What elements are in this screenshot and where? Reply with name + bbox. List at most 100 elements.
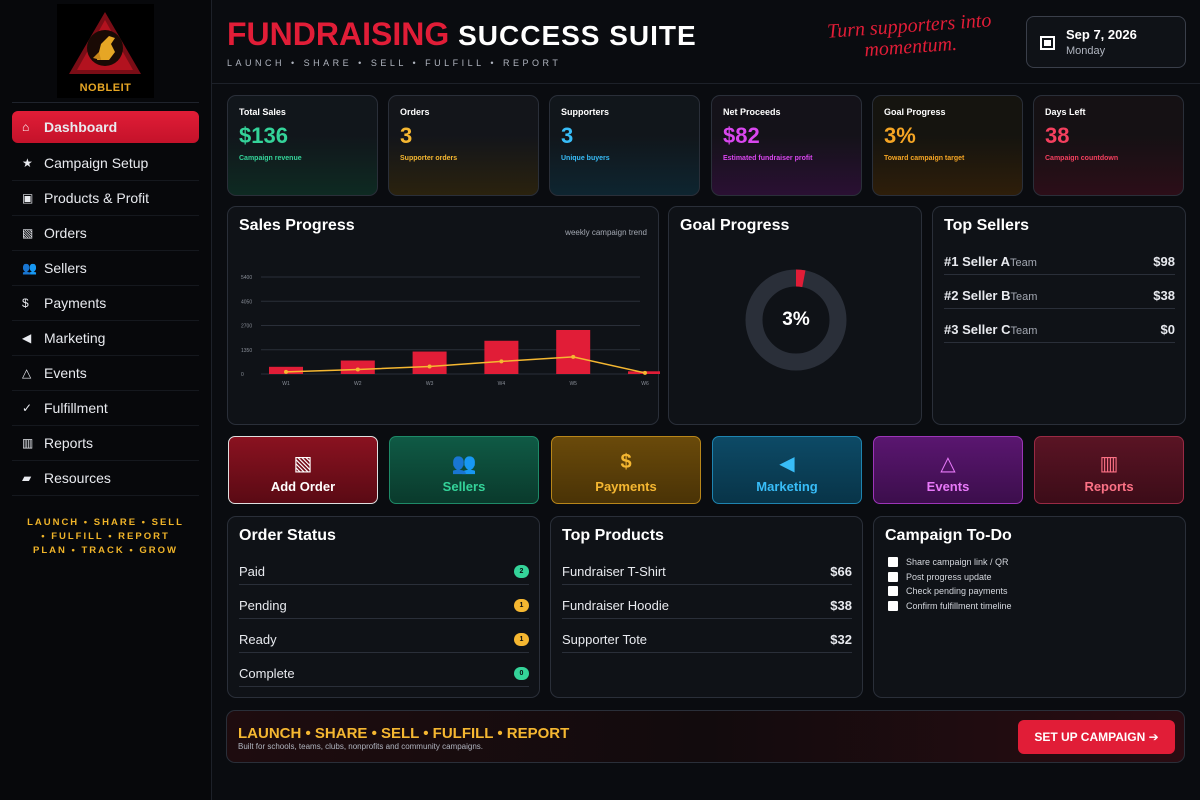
todo-item[interactable]: Share campaign link / QR [888, 557, 1009, 567]
sidebar-item-reports[interactable]: ▥ Reports [12, 426, 199, 461]
star-icon: ★ [22, 156, 33, 170]
status-row[interactable]: Pending 1 [239, 593, 529, 619]
todo-checkbox[interactable] [888, 586, 898, 596]
panel-title: Top Sellers [944, 217, 1030, 234]
brand-logo[interactable]: NOBLEIT [57, 4, 154, 98]
seller-team: Team [1010, 325, 1038, 337]
status-label: Paid [239, 564, 266, 579]
seller-row[interactable]: #2 Seller BTeam $38 [944, 283, 1175, 309]
marketing-button[interactable]: ◀ Marketing [712, 436, 862, 504]
goal-progress-panel: Goal Progress 3% [668, 206, 922, 425]
sidebar-item-fulfillment[interactable]: ✓ Fulfillment [12, 391, 199, 426]
people-icon: 👥 [451, 453, 477, 475]
status-row[interactable]: Complete 0 [239, 661, 529, 687]
page-subtitle: LAUNCH • SHARE • SELL • FULFILL • REPORT [227, 58, 562, 68]
stat-caption: Campaign revenue [239, 155, 302, 162]
sidebar-item-resources[interactable]: ▰ Resources [12, 461, 199, 496]
status-count-badge: 1 [514, 633, 529, 646]
status-count-badge: 1 [514, 599, 529, 612]
sidebar-item-label: Marketing [44, 330, 106, 346]
trend-point [427, 364, 432, 369]
triangle-icon: △ [22, 366, 32, 380]
todo-checkbox[interactable] [888, 557, 898, 567]
product-row[interactable]: Fundraiser Hoodie $38 [562, 593, 852, 619]
sidebar-item-dashboard[interactable]: ⌂ Dashboard [12, 111, 199, 143]
reports-button[interactable]: ▥ Reports [1034, 436, 1184, 504]
product-row[interactable]: Fundraiser T-Shirt $66 [562, 559, 852, 585]
sidebar-item-products-profit[interactable]: ▣ Products & Profit [12, 181, 199, 216]
product-amount: $38 [830, 598, 852, 613]
stat-card-orders[interactable]: Orders 3 Supporter orders [388, 95, 539, 196]
seller-name-group: #2 Seller BTeam [944, 288, 1037, 303]
status-count-badge: 2 [514, 565, 529, 578]
status-row[interactable]: Paid 2 [239, 559, 529, 585]
panel-title: Top Products [562, 527, 664, 544]
product-name: Fundraiser T-Shirt [562, 564, 666, 579]
status-label: Ready [239, 632, 277, 647]
seller-team: Team [1010, 257, 1037, 269]
stat-card-goal-progress[interactable]: Goal Progress 3% Toward campaign target [872, 95, 1023, 196]
goal-donut-chart [745, 269, 847, 371]
date-display[interactable]: Sep 7, 2026 Monday [1026, 16, 1186, 68]
stat-caption: Toward campaign target [884, 155, 965, 162]
y-tick-label: 2700 [241, 324, 252, 330]
stat-card-supporters[interactable]: Supporters 3 Unique buyers [549, 95, 700, 196]
donut-progress [745, 269, 847, 371]
todo-checkbox[interactable] [888, 601, 898, 611]
stat-caption: Unique buyers [561, 155, 610, 162]
sidebar-item-orders[interactable]: ▧ Orders [12, 216, 199, 251]
sidebar-item-label: Orders [44, 225, 87, 241]
status-row[interactable]: Ready 1 [239, 627, 529, 653]
order-status-panel: Order Status Paid 2 Pending 1 Ready 1 Co… [227, 516, 540, 698]
sidebar-item-sellers[interactable]: 👥 Sellers [12, 251, 199, 286]
sidebar-tagline: LAUNCH • SHARE • SELL • FULFILL • REPORT… [12, 516, 199, 558]
sidebar-item-label: Products & Profit [44, 190, 150, 206]
sellers-button[interactable]: 👥 Sellers [389, 436, 539, 504]
bar [412, 351, 447, 374]
tile-label: Marketing [756, 479, 818, 494]
dollar-icon: $ [620, 451, 632, 473]
sidebar-item-marketing[interactable]: ◀ Marketing [12, 321, 199, 356]
stat-caption: Supporter orders [400, 155, 458, 162]
stat-card-days-left[interactable]: Days Left 38 Campaign countdown [1033, 95, 1184, 196]
box-icon: ▣ [22, 191, 34, 205]
sidebar-tag-line: • FULFILL • REPORT [41, 531, 170, 542]
stat-label: Supporters [561, 107, 610, 117]
sidebar-item-label: Payments [44, 295, 107, 311]
stat-caption: Campaign countdown [1045, 155, 1119, 162]
title-white: SUCCESS SUITE [458, 20, 697, 51]
top-products-panel: Top Products Fundraiser T-Shirt $66 Fund… [550, 516, 863, 698]
stat-card-net-proceeds[interactable]: Net Proceeds $82 Estimated fundraiser pr… [711, 95, 862, 196]
trend-point [571, 354, 576, 359]
product-row[interactable]: Supporter Tote $32 [562, 627, 852, 653]
x-tick-label: W5 [569, 381, 577, 387]
sales-chart: 0 1350 2700 4050 5400 W1 W2 W3 W4 W5 W6 [241, 275, 660, 387]
tile-label: Add Order [270, 479, 336, 494]
todo-checkbox[interactable] [888, 572, 898, 582]
stat-label: Orders [400, 107, 430, 117]
todo-item[interactable]: Check pending payments [888, 586, 1008, 596]
sidebar-item-campaign-setup[interactable]: ★ Campaign Setup [12, 146, 199, 181]
todo-item[interactable]: Confirm fulfillment timeline [888, 601, 1012, 611]
stat-card-total-sales[interactable]: Total Sales $136 Campaign revenue [227, 95, 378, 196]
seller-team: Team [1010, 291, 1038, 303]
seller-row[interactable]: #1 Seller ATeam $98 [944, 249, 1175, 275]
dollar-icon: $ [22, 296, 29, 310]
sidebar-item-events[interactable]: △ Events [12, 356, 199, 391]
seller-name: #2 Seller B [944, 288, 1011, 303]
stat-caption: Estimated fundraiser profit [723, 155, 813, 162]
panel-title: Sales Progress [239, 217, 355, 234]
header-tagline: Turn supporters into momentum. [809, 9, 1011, 65]
set-up-campaign-button[interactable]: SET UP CAMPAIGN ➔ [1018, 720, 1175, 754]
product-name: Fundraiser Hoodie [562, 598, 669, 613]
seller-row[interactable]: #3 Seller CTeam $0 [944, 317, 1175, 343]
home-icon: ⌂ [22, 120, 30, 134]
trend-point [499, 359, 504, 364]
sidebar-item-payments[interactable]: $ Payments [12, 286, 199, 321]
status-count-badge: 0 [514, 667, 529, 680]
todo-item[interactable]: Post progress update [888, 572, 992, 582]
events-button[interactable]: △ Events [873, 436, 1023, 504]
stat-value: 3 [400, 123, 413, 148]
payments-button[interactable]: $ Payments [551, 436, 701, 504]
add-order-button[interactable]: ▧ Add Order [228, 436, 378, 504]
